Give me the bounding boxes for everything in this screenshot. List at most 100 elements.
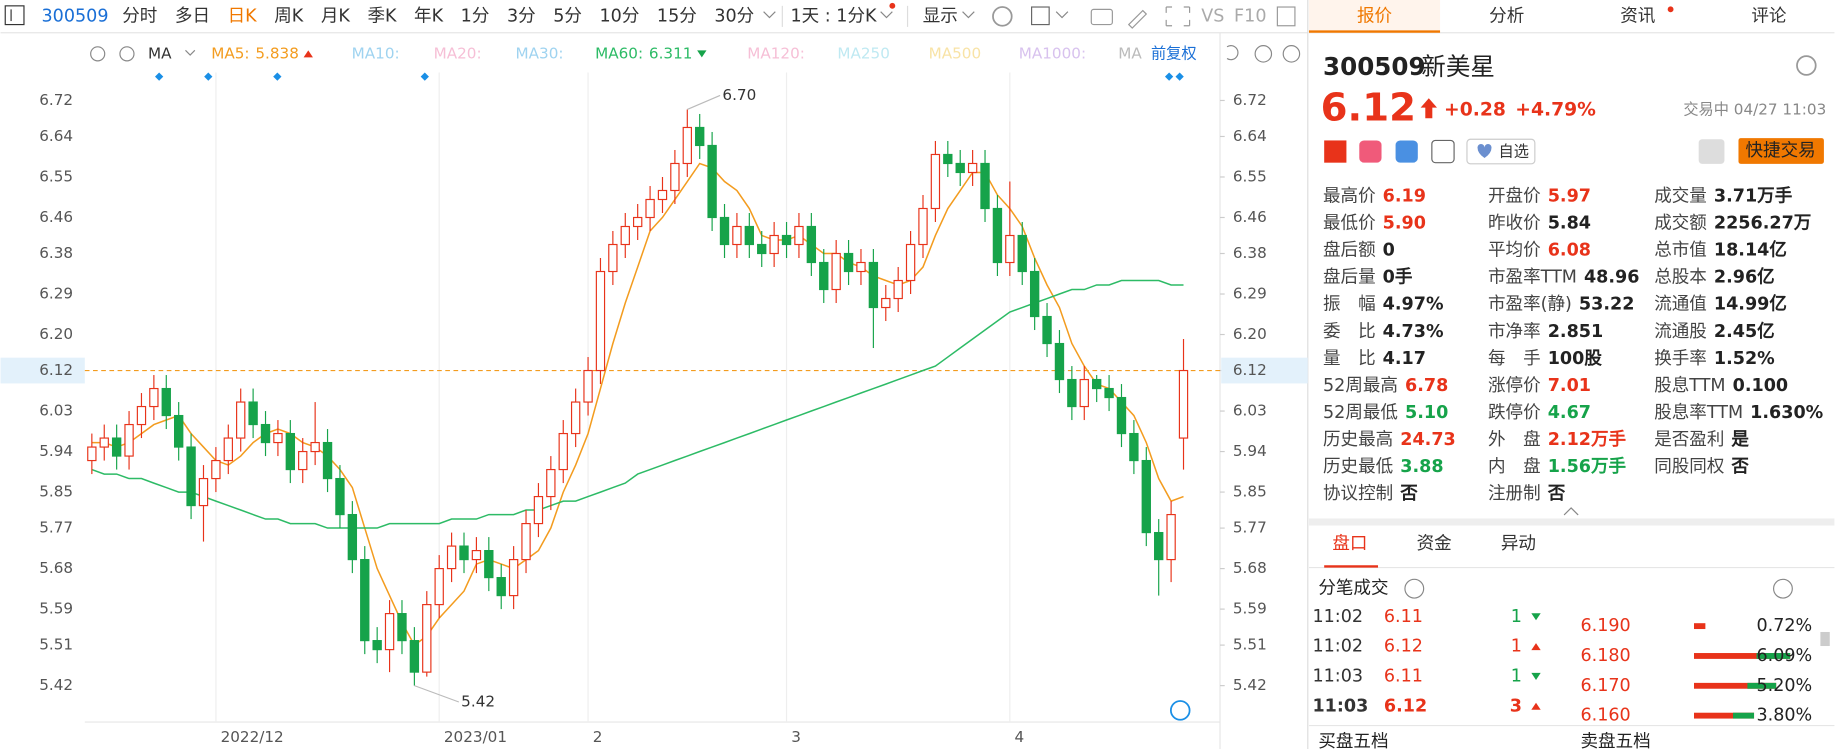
stat-value: 2.45亿 bbox=[1714, 321, 1775, 342]
info-icon[interactable] bbox=[1404, 578, 1425, 599]
f10-button[interactable]: F10 bbox=[1234, 6, 1266, 26]
period-tab[interactable]: 多日 bbox=[175, 6, 210, 26]
event-marker[interactable] bbox=[204, 72, 213, 81]
last-price-bg bbox=[0, 357, 85, 384]
fullscreen-icon[interactable] bbox=[1165, 6, 1191, 27]
indicator-name[interactable]: MA bbox=[148, 44, 172, 62]
y-tick-label: 6.20 bbox=[39, 325, 73, 343]
ma-legend-name[interactable]: MA30: bbox=[515, 44, 563, 62]
period-tab[interactable]: 月K bbox=[321, 6, 351, 26]
e-icon[interactable] bbox=[1169, 700, 1191, 721]
settings-icon[interactable] bbox=[1796, 55, 1817, 76]
stat-value: 2256.27万 bbox=[1714, 214, 1811, 234]
y-tick-label: 5.77 bbox=[39, 519, 73, 537]
panel-tab[interactable]: 分析 bbox=[1489, 6, 1524, 26]
ma-legend-name[interactable]: MA10: bbox=[352, 44, 400, 62]
watch-button-bg[interactable] bbox=[1466, 138, 1536, 165]
settings-icon[interactable] bbox=[992, 6, 1013, 27]
indicator-close[interactable] bbox=[119, 46, 135, 62]
candle-body bbox=[670, 162, 680, 192]
flag-icon[interactable] bbox=[1324, 140, 1347, 163]
watch-label[interactable]: 自选 bbox=[1499, 143, 1529, 161]
ma-legend-name[interactable]: MA250 bbox=[837, 44, 890, 62]
period-tab[interactable]: 30分 bbox=[714, 6, 754, 26]
ma-legend-name[interactable]: MA60: bbox=[595, 44, 643, 62]
dropdown-arrow[interactable] bbox=[763, 11, 776, 19]
event-marker[interactable] bbox=[273, 72, 282, 81]
ma-legend-name[interactable]: MA5: bbox=[211, 44, 249, 62]
subtab[interactable]: 资金 bbox=[1417, 534, 1453, 554]
stat-label: 历史最低 bbox=[1323, 457, 1393, 477]
adjust-mode[interactable]: 前复权 bbox=[1151, 44, 1197, 62]
candle-body bbox=[1017, 234, 1027, 273]
panel-tab[interactable]: 评论 bbox=[1751, 6, 1787, 26]
period-tab[interactable]: 季K bbox=[367, 6, 397, 26]
period-tab[interactable]: 3分 bbox=[507, 6, 536, 26]
ma-legend-name[interactable]: MA120: bbox=[747, 44, 805, 62]
trade-button-bg[interactable] bbox=[1738, 138, 1824, 164]
bell-button[interactable] bbox=[1698, 139, 1725, 164]
period-tab[interactable]: 15分 bbox=[657, 6, 697, 26]
more-icon[interactable] bbox=[1772, 578, 1793, 599]
candle-body bbox=[558, 432, 568, 471]
note-icon[interactable] bbox=[1431, 139, 1455, 164]
dropdown-arrow[interactable] bbox=[185, 49, 196, 56]
period-tab[interactable]: 分时 bbox=[122, 6, 157, 26]
menu-icon[interactable] bbox=[4, 5, 25, 26]
display-select[interactable]: 显示 bbox=[923, 6, 958, 26]
y-tick-label-right: 6.29 bbox=[1233, 285, 1267, 303]
period-tab[interactable]: 年K bbox=[414, 6, 444, 26]
subtab[interactable]: 盘口 bbox=[1332, 534, 1367, 554]
candle-body bbox=[174, 414, 184, 448]
ma-legend-name[interactable]: MA bbox=[1118, 44, 1142, 62]
stat-value: 48.96 bbox=[1584, 268, 1640, 288]
ma-legend-name[interactable]: MA20: bbox=[434, 44, 482, 62]
candle-body bbox=[980, 162, 990, 210]
ma-legend-name[interactable]: MA500 bbox=[929, 44, 982, 62]
period-tab[interactable]: 10分 bbox=[600, 6, 640, 26]
ma-line bbox=[91, 279, 1184, 529]
stat-value: 2.96亿 bbox=[1714, 267, 1775, 288]
event-marker[interactable] bbox=[1164, 72, 1174, 81]
subtab[interactable]: 异动 bbox=[1501, 534, 1536, 554]
pencil-icon[interactable] bbox=[1127, 9, 1148, 29]
candle-body bbox=[533, 495, 544, 525]
lightning-icon[interactable] bbox=[1359, 140, 1382, 163]
trade-label[interactable]: 快捷交易 bbox=[1746, 141, 1816, 161]
dropdown-arrow[interactable] bbox=[1055, 11, 1069, 19]
trade-dir bbox=[1531, 702, 1541, 710]
stat-value: 6.08 bbox=[1548, 241, 1591, 261]
panel-tab[interactable]: 资讯 bbox=[1620, 6, 1655, 26]
tag-icon[interactable] bbox=[1395, 140, 1418, 163]
dropdown-arrow[interactable] bbox=[962, 11, 975, 19]
scrollbar[interactable] bbox=[1820, 631, 1830, 647]
undo-icon[interactable] bbox=[1226, 45, 1239, 61]
interval-select[interactable]: 1天 : 1分K bbox=[791, 6, 877, 26]
camera-icon[interactable] bbox=[1090, 8, 1113, 26]
candle-body bbox=[136, 405, 147, 426]
zoom-in[interactable] bbox=[1282, 45, 1301, 63]
zoom-out[interactable] bbox=[1254, 45, 1273, 63]
dropdown-arrow[interactable] bbox=[880, 11, 893, 19]
candle-body bbox=[744, 225, 755, 246]
indicator-settings[interactable] bbox=[90, 46, 106, 62]
period-tab[interactable]: 5分 bbox=[553, 6, 582, 26]
candle-body bbox=[360, 559, 370, 642]
quote-status: 交易中 04/27 11:03 bbox=[1683, 101, 1826, 119]
stat-value: 4.73% bbox=[1383, 322, 1444, 342]
period-tab[interactable]: 周K bbox=[274, 6, 304, 26]
level-bar-tail bbox=[1733, 712, 1755, 719]
period-tab[interactable]: 1分 bbox=[461, 6, 490, 26]
collapse-arrow[interactable] bbox=[1563, 507, 1579, 516]
period-tab[interactable]: 日K bbox=[228, 6, 258, 26]
sidebar-icon[interactable] bbox=[1276, 6, 1296, 27]
level-price: 6.190 bbox=[1580, 616, 1630, 636]
vs-button[interactable]: VS bbox=[1201, 6, 1224, 26]
ma-legend-name[interactable]: MA1000: bbox=[1019, 44, 1086, 62]
panel-tab[interactable]: 报价 bbox=[1357, 6, 1393, 26]
checkbox-icon[interactable] bbox=[1031, 6, 1050, 26]
candle-body bbox=[794, 225, 804, 246]
candle-body bbox=[546, 468, 556, 498]
stat-label: 内 盘 bbox=[1488, 457, 1541, 477]
